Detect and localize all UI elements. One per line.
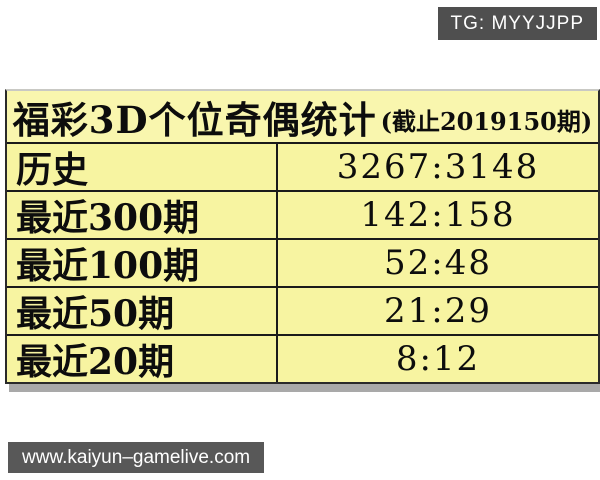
row-value: 52:48	[384, 243, 492, 283]
row-label: 历史	[7, 144, 278, 190]
row-label: 最近300期	[7, 192, 278, 238]
row-value: 142:158	[360, 195, 516, 235]
table-title: 福彩3D个位奇偶统计	[12, 97, 377, 142]
row-label: 最近50期	[7, 288, 278, 334]
row-value: 3267:3148	[336, 147, 540, 187]
table-row-last-300: 最近300期 142:158	[7, 192, 598, 240]
row-value: 8:12	[395, 339, 481, 379]
table-title-row: 福彩3D个位奇偶统计 (截止2019150期)	[7, 91, 598, 144]
row-label: 最近100期	[7, 240, 278, 286]
table-row-last-50: 最近50期 21:29	[7, 288, 598, 336]
table-row-history: 历史 3267:3148	[7, 144, 598, 192]
watermark-url: www.kaiyun–gamelive.com	[8, 442, 265, 473]
table-row-last-20: 最近20期 8:12	[7, 336, 598, 382]
odd-even-stats-table: 福彩3D个位奇偶统计 (截止2019150期) 历史 3267:3148 最近3…	[5, 89, 600, 384]
table-title-cutoff: (截止2019150期)	[380, 107, 593, 136]
telegram-contact-badge: TG: MYYJJPP	[437, 7, 597, 40]
row-value: 21:29	[384, 291, 492, 331]
table-row-last-100: 最近100期 52:48	[7, 240, 598, 288]
row-label: 最近20期	[7, 336, 278, 382]
